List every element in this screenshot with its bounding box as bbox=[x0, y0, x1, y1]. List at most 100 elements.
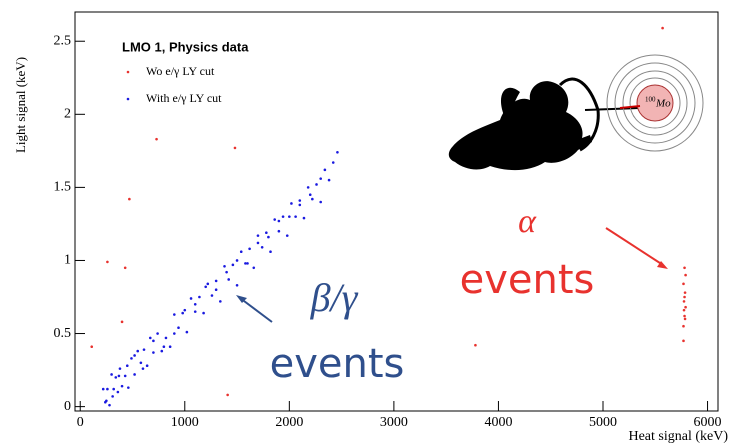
x-tick-label: 5000 bbox=[589, 415, 617, 430]
point bbox=[661, 26, 664, 30]
point bbox=[269, 250, 272, 253]
point bbox=[302, 216, 306, 220]
point bbox=[684, 305, 687, 309]
point bbox=[168, 345, 172, 348]
x-axis-label: Heat signal (keV) bbox=[628, 429, 728, 444]
point bbox=[682, 324, 685, 328]
point bbox=[227, 278, 230, 281]
point bbox=[683, 291, 687, 294]
point bbox=[281, 215, 285, 218]
point bbox=[106, 260, 109, 264]
point bbox=[252, 266, 256, 270]
point bbox=[189, 297, 193, 300]
plot-frame bbox=[74, 11, 719, 412]
point bbox=[273, 218, 276, 221]
legend-label: Wo e/γ LY cut bbox=[146, 64, 215, 78]
cupid-icon bbox=[448, 77, 641, 171]
point bbox=[120, 320, 124, 324]
legend-title: LMO 1, Physics data bbox=[122, 39, 249, 54]
point bbox=[152, 351, 155, 354]
point bbox=[133, 354, 136, 357]
point bbox=[323, 168, 327, 172]
point bbox=[202, 311, 205, 315]
point bbox=[204, 285, 207, 289]
point bbox=[260, 246, 264, 249]
point bbox=[162, 345, 166, 348]
point bbox=[198, 295, 201, 299]
point bbox=[183, 308, 187, 312]
point bbox=[214, 288, 218, 291]
annotation: events bbox=[270, 341, 405, 387]
legend-marker bbox=[126, 70, 130, 74]
point bbox=[108, 403, 111, 407]
point bbox=[682, 300, 686, 303]
point bbox=[105, 399, 108, 403]
point bbox=[148, 336, 152, 340]
point bbox=[193, 310, 197, 313]
point bbox=[239, 250, 243, 253]
point bbox=[248, 247, 251, 251]
point bbox=[294, 215, 297, 218]
point bbox=[117, 374, 121, 378]
point bbox=[120, 384, 124, 388]
point bbox=[277, 229, 281, 233]
point bbox=[219, 300, 222, 303]
arrow bbox=[605, 227, 664, 266]
point bbox=[173, 313, 176, 316]
annotation: β/γ bbox=[310, 275, 359, 320]
point bbox=[141, 367, 145, 370]
point bbox=[256, 234, 260, 237]
point bbox=[111, 395, 114, 398]
point bbox=[683, 317, 687, 321]
point bbox=[110, 373, 113, 376]
atom-icon bbox=[606, 54, 704, 152]
point bbox=[682, 339, 685, 343]
point bbox=[684, 273, 687, 277]
x-tick-label: 3000 bbox=[380, 415, 408, 430]
point bbox=[298, 199, 302, 202]
point bbox=[90, 345, 94, 348]
point bbox=[177, 326, 180, 329]
point bbox=[235, 284, 239, 287]
point bbox=[210, 294, 214, 297]
point bbox=[223, 265, 226, 268]
point bbox=[193, 303, 197, 306]
legend-marker bbox=[126, 97, 130, 101]
point bbox=[123, 266, 127, 270]
x-tick-label: 0 bbox=[77, 415, 84, 430]
point bbox=[125, 364, 129, 367]
y-axis-label: Light signal (keV) bbox=[13, 57, 28, 153]
point bbox=[206, 282, 210, 286]
point bbox=[181, 311, 184, 315]
x-tick-label: 4000 bbox=[484, 415, 512, 430]
point bbox=[311, 197, 314, 201]
point bbox=[173, 332, 176, 335]
y-tick-label: 0 bbox=[64, 399, 71, 414]
arrow-head bbox=[657, 261, 668, 269]
point bbox=[139, 361, 143, 365]
point bbox=[246, 262, 249, 265]
point bbox=[101, 387, 105, 391]
point bbox=[683, 314, 686, 318]
point bbox=[130, 357, 133, 360]
point bbox=[112, 387, 115, 391]
arrow-head bbox=[236, 295, 247, 303]
point bbox=[319, 177, 322, 180]
point bbox=[327, 178, 331, 182]
point bbox=[155, 137, 158, 141]
point bbox=[233, 146, 237, 150]
point bbox=[290, 202, 293, 205]
point bbox=[214, 279, 218, 283]
point bbox=[116, 390, 120, 394]
y-tick-label: 2 bbox=[64, 107, 71, 122]
point bbox=[225, 270, 228, 274]
y-tick-label: 1 bbox=[64, 253, 71, 268]
point bbox=[164, 336, 168, 340]
point bbox=[683, 266, 686, 270]
x-tick-label: 1000 bbox=[171, 415, 199, 430]
point bbox=[683, 295, 686, 299]
point bbox=[114, 376, 118, 379]
point bbox=[160, 349, 164, 353]
point bbox=[235, 259, 239, 262]
